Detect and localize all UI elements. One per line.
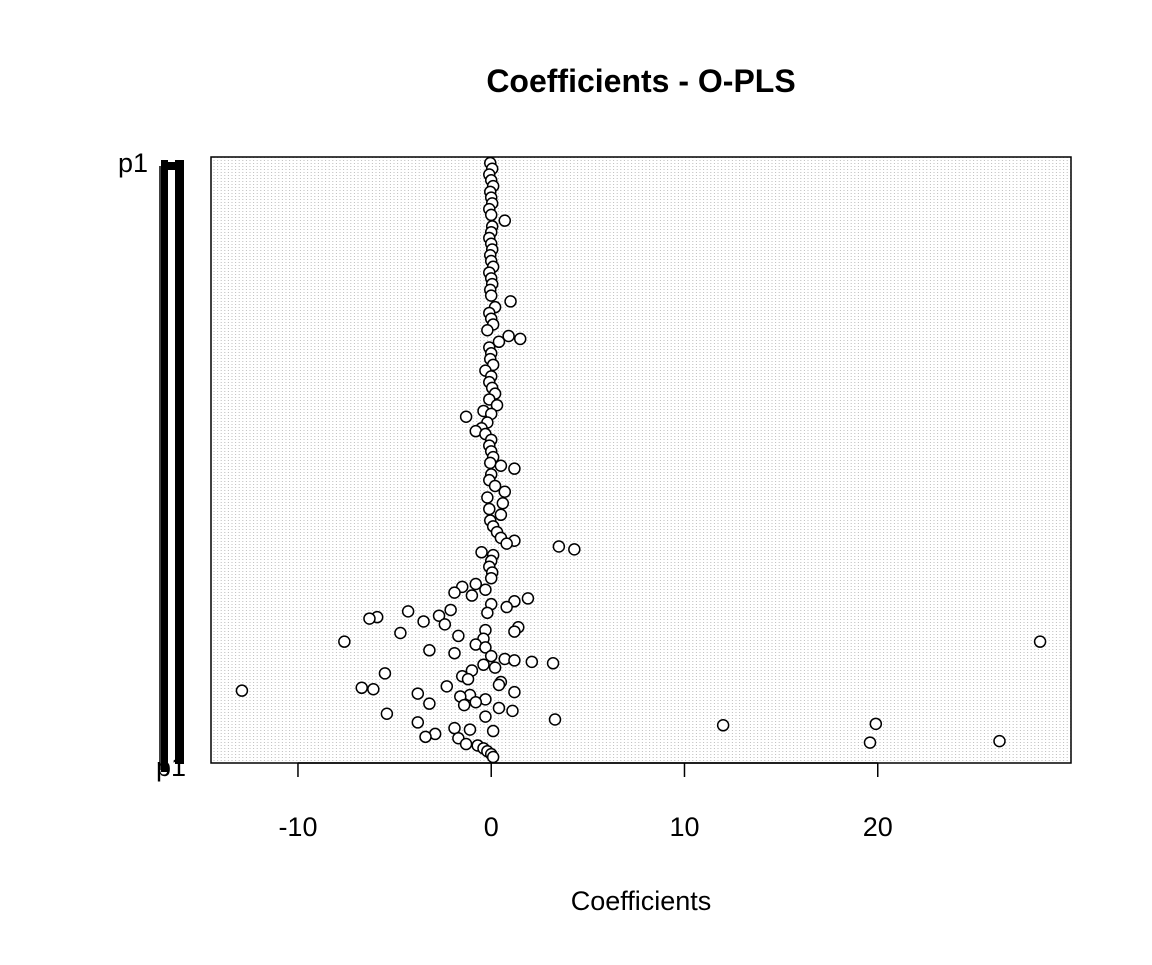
- data-point: [457, 698, 471, 712]
- data-point: [484, 289, 498, 302]
- data-point: [490, 398, 504, 412]
- data-point: [500, 600, 513, 614]
- x-tick-label: -10: [278, 812, 317, 842]
- data-point: [484, 571, 498, 585]
- data-point: [513, 332, 527, 346]
- data-point: [484, 649, 498, 663]
- data-point: [492, 678, 506, 692]
- data-point: [716, 719, 730, 732]
- data-point: [993, 734, 1006, 748]
- data-point: [488, 479, 502, 493]
- data-point: [419, 730, 432, 744]
- data-point: [494, 459, 508, 473]
- y-tick-labels-overlap: [161, 160, 168, 772]
- data-point: [500, 537, 513, 550]
- data-point: [479, 583, 492, 597]
- data-point: [506, 704, 519, 718]
- data-point: [494, 508, 508, 522]
- data-point: [548, 713, 562, 726]
- data-point: [488, 661, 502, 674]
- data-point: [459, 410, 473, 423]
- data-point: [508, 462, 521, 475]
- data-point: [423, 697, 436, 710]
- data-point: [448, 586, 461, 599]
- data-point: [469, 577, 483, 591]
- data-point: [479, 641, 492, 654]
- data-point: [486, 750, 500, 764]
- data-point: [235, 684, 249, 697]
- data-point: [448, 646, 461, 660]
- data-point: [363, 612, 376, 625]
- data-point: [440, 680, 454, 693]
- grid-lines: [213, 157, 1072, 763]
- data-point: [411, 687, 425, 700]
- data-point: [546, 657, 560, 670]
- y-tick-labels-overlap: [168, 162, 175, 170]
- data-point: [486, 724, 500, 738]
- data-point: [423, 644, 436, 657]
- data-point: [481, 606, 494, 620]
- chart-title: Coefficients - O-PLS: [486, 63, 795, 99]
- y-tick-labels-overlap: [175, 160, 184, 764]
- x-tick-label: 0: [484, 812, 499, 842]
- y-axis: [159, 160, 184, 772]
- data-point: [508, 654, 521, 667]
- data-point: [508, 685, 521, 699]
- data-point: [465, 589, 479, 602]
- data-point: [498, 485, 512, 498]
- data-point: [552, 540, 566, 553]
- data-point: [367, 682, 380, 696]
- data-point: [508, 625, 521, 638]
- data-point: [463, 723, 477, 736]
- data-point: [869, 717, 883, 731]
- data-point: [452, 629, 465, 643]
- data-point: [411, 716, 425, 729]
- data-point: [459, 737, 473, 751]
- data-point: [481, 323, 494, 337]
- data-point: [444, 603, 457, 617]
- data-point: [1033, 635, 1047, 648]
- x-axis-label: Coefficients: [571, 886, 712, 916]
- data-point: [568, 543, 581, 556]
- data-point: [401, 605, 415, 618]
- data-point: [417, 615, 430, 628]
- x-axis: -10 0 10 20: [278, 762, 893, 842]
- data-point: [502, 329, 515, 343]
- data-point: [863, 736, 877, 749]
- data-point: [481, 491, 494, 504]
- data-point: [469, 695, 483, 709]
- data-point: [484, 208, 498, 222]
- data-point: [492, 701, 506, 715]
- data-point: [461, 672, 475, 686]
- data-point: [498, 214, 512, 227]
- data-point: [483, 502, 496, 516]
- data-point: [338, 635, 351, 648]
- data-point: [355, 681, 368, 695]
- data-point: [475, 546, 488, 559]
- data-point: [394, 626, 407, 640]
- y-bottom-label: p1: [156, 752, 186, 782]
- x-tick-label: 20: [863, 812, 893, 842]
- x-tick-label: 10: [669, 812, 699, 842]
- data-point: [525, 655, 539, 669]
- data-point: [432, 609, 446, 622]
- data-point: [477, 658, 490, 671]
- data-point: [504, 295, 517, 308]
- y-top-label: p1: [118, 148, 148, 178]
- data-points: [235, 156, 1047, 764]
- data-point: [496, 497, 510, 510]
- data-point: [492, 335, 506, 349]
- data-point: [521, 592, 535, 605]
- data-point: [484, 456, 497, 470]
- data-point: [438, 618, 452, 631]
- data-point: [378, 667, 392, 680]
- data-point: [479, 710, 492, 723]
- data-point: [380, 707, 394, 720]
